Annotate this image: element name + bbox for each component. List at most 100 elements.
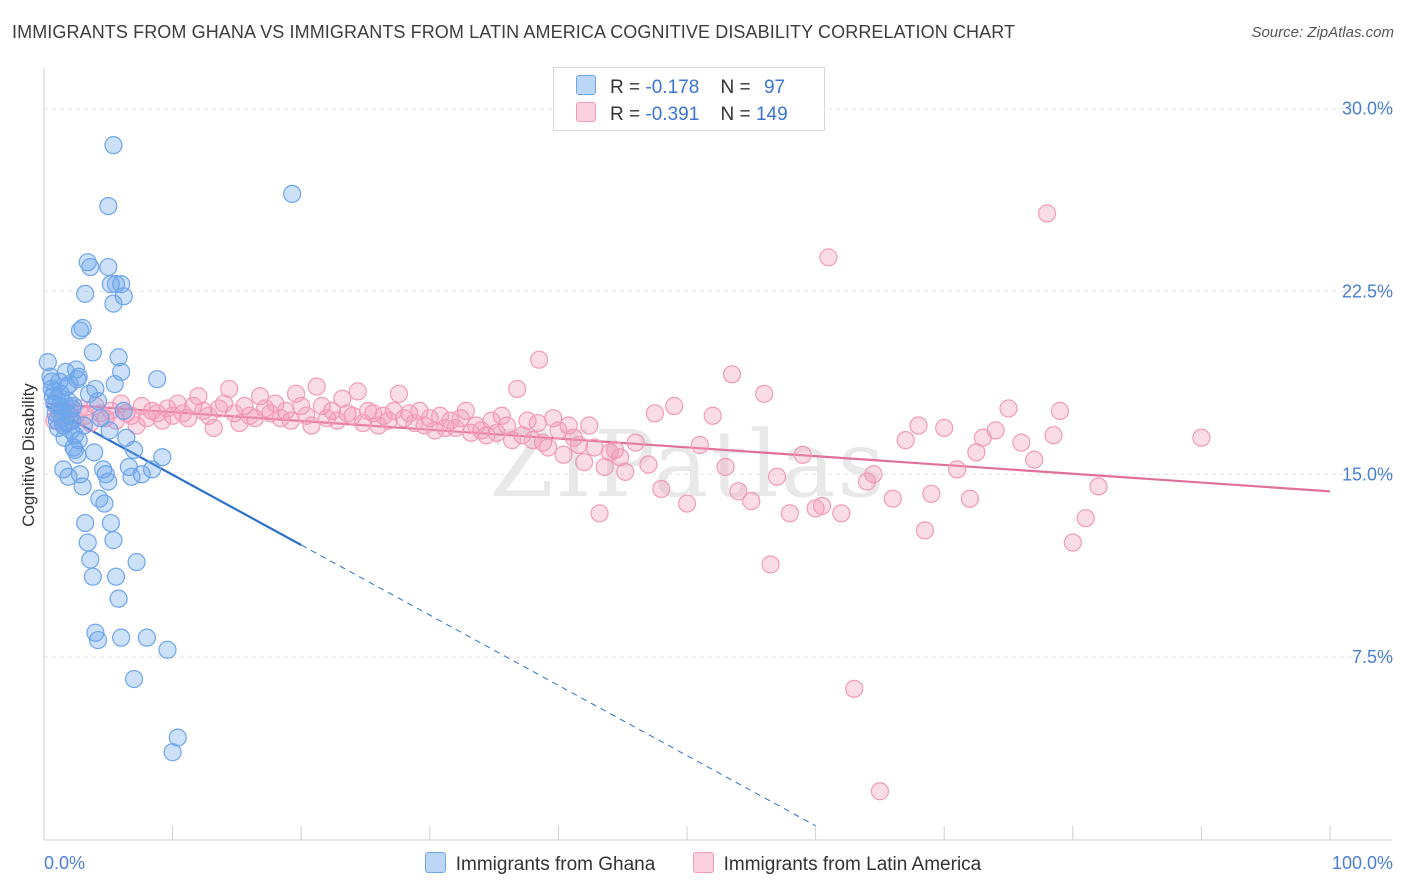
latin-point-46	[281, 411, 301, 430]
latin-point-96	[539, 438, 558, 457]
latin-point-136	[935, 418, 954, 438]
latin-point-94	[528, 413, 547, 433]
legend-r-value-latin: -0.391	[645, 104, 700, 125]
latin-point-140	[986, 421, 1005, 440]
ghana-point-61	[101, 275, 120, 294]
latin-point-141	[999, 399, 1018, 418]
latin-point-122	[755, 384, 774, 403]
trend-line-latin	[46, 402, 1331, 493]
latin-point-64	[374, 406, 393, 425]
latin-point-111	[616, 462, 635, 481]
latin-point-155	[864, 465, 883, 484]
trend-line-ghana	[46, 405, 816, 827]
legend-swatch-ghana	[576, 75, 596, 95]
ghana-point-68	[109, 348, 128, 367]
ghana-point-96	[105, 374, 124, 394]
ghana-point-80	[153, 448, 172, 467]
legend-n-value-latin: 149	[755, 104, 788, 125]
ghana-trend-solid	[46, 405, 302, 546]
ghana-point-95	[100, 421, 119, 440]
series-ghana-points	[38, 136, 302, 762]
ghana-trend-dashed	[300, 544, 816, 827]
latin-trend-solid	[46, 402, 1331, 493]
series-label-ghana: Immigrants from Ghana	[455, 854, 656, 875]
latin-point-114	[652, 479, 671, 499]
legend-n-label: N =	[720, 77, 751, 98]
ghana-point-56	[81, 550, 100, 569]
latin-point-129	[845, 679, 864, 698]
latin-point-103	[575, 452, 594, 472]
ghana-point-88	[64, 396, 83, 416]
legend-row-latin: R = -0.391 N = 149	[576, 102, 788, 126]
latin-point-151	[722, 365, 742, 384]
latin-point-143	[1025, 450, 1044, 469]
legend-row-ghana: R = -0.178 N = 97	[576, 75, 785, 99]
ghana-point-87	[59, 467, 78, 486]
latin-point-113	[639, 455, 658, 474]
source-label: Source: ZipAtlas.com	[1251, 24, 1394, 41]
latin-point-121	[742, 492, 761, 511]
latin-point-98	[549, 421, 568, 440]
ghana-point-38	[83, 343, 102, 362]
latin-point-106	[590, 504, 609, 523]
series-swatch-latin	[692, 852, 714, 873]
ghana-point-64	[99, 196, 118, 216]
ghana-point-62	[104, 294, 123, 313]
ghana-point-32	[69, 367, 88, 386]
latin-point-137	[947, 460, 967, 479]
latin-point-112	[626, 433, 645, 452]
ghana-point-50	[65, 440, 84, 460]
latin-point-157	[967, 443, 986, 462]
latin-point-156	[915, 521, 935, 540]
grid-lines	[44, 108, 1392, 658]
latin-point-16	[127, 416, 146, 435]
latin-point-35	[225, 404, 244, 423]
latin-point-86	[487, 423, 506, 442]
latin-point-31	[204, 418, 223, 438]
ghana-point-48	[109, 589, 128, 608]
latin-point-50	[302, 416, 321, 435]
ghana-point-53	[73, 477, 92, 496]
ghana-point-84	[124, 669, 144, 689]
latin-point-152	[530, 350, 549, 369]
ghana-point-33	[70, 321, 90, 340]
ghana-point-55	[78, 533, 97, 552]
ghana-point-0	[38, 353, 57, 372]
ghana-point-85	[283, 184, 302, 204]
latin-point-125	[793, 445, 812, 464]
x-tick-label-0: 0.0%	[44, 853, 85, 873]
axes	[43, 68, 1392, 841]
legend-swatch-latin	[576, 102, 596, 122]
latin-point-27	[184, 396, 203, 416]
latin-point-41	[256, 399, 275, 418]
latin-point-66	[384, 401, 403, 420]
ghana-point-75	[127, 552, 146, 572]
ghana-point-54	[76, 513, 95, 533]
latin-point-67	[389, 384, 409, 403]
ghana-point-94	[95, 494, 114, 513]
latin-point-102	[569, 435, 589, 455]
latin-point-49	[297, 406, 316, 425]
latin-point-80	[456, 401, 475, 420]
ghana-point-36	[78, 253, 97, 272]
latin-point-13	[112, 394, 131, 413]
ghana-point-60	[99, 257, 118, 277]
series-legend-ghana: Immigrants from Ghana	[424, 852, 656, 876]
latin-point-105	[585, 438, 604, 457]
ghana-point-46	[104, 531, 123, 550]
y-tick-label-3: 30.0%	[1342, 99, 1393, 119]
ghana-point-91	[79, 384, 99, 403]
latin-point-63	[369, 416, 388, 435]
legend-r-label: R =	[610, 77, 641, 98]
latin-point-133	[896, 431, 915, 450]
latin-point-89	[503, 431, 522, 450]
latin-point-25	[173, 404, 192, 423]
ghana-point-44	[99, 472, 118, 491]
latin-point-119	[716, 457, 735, 477]
series-legend: Immigrants from Ghana Immigrants from La…	[0, 852, 1406, 876]
ghana-point-67	[114, 287, 133, 306]
latin-point-128	[832, 504, 851, 523]
legend-r-label: R =	[610, 104, 641, 125]
latin-point-99	[554, 445, 573, 464]
